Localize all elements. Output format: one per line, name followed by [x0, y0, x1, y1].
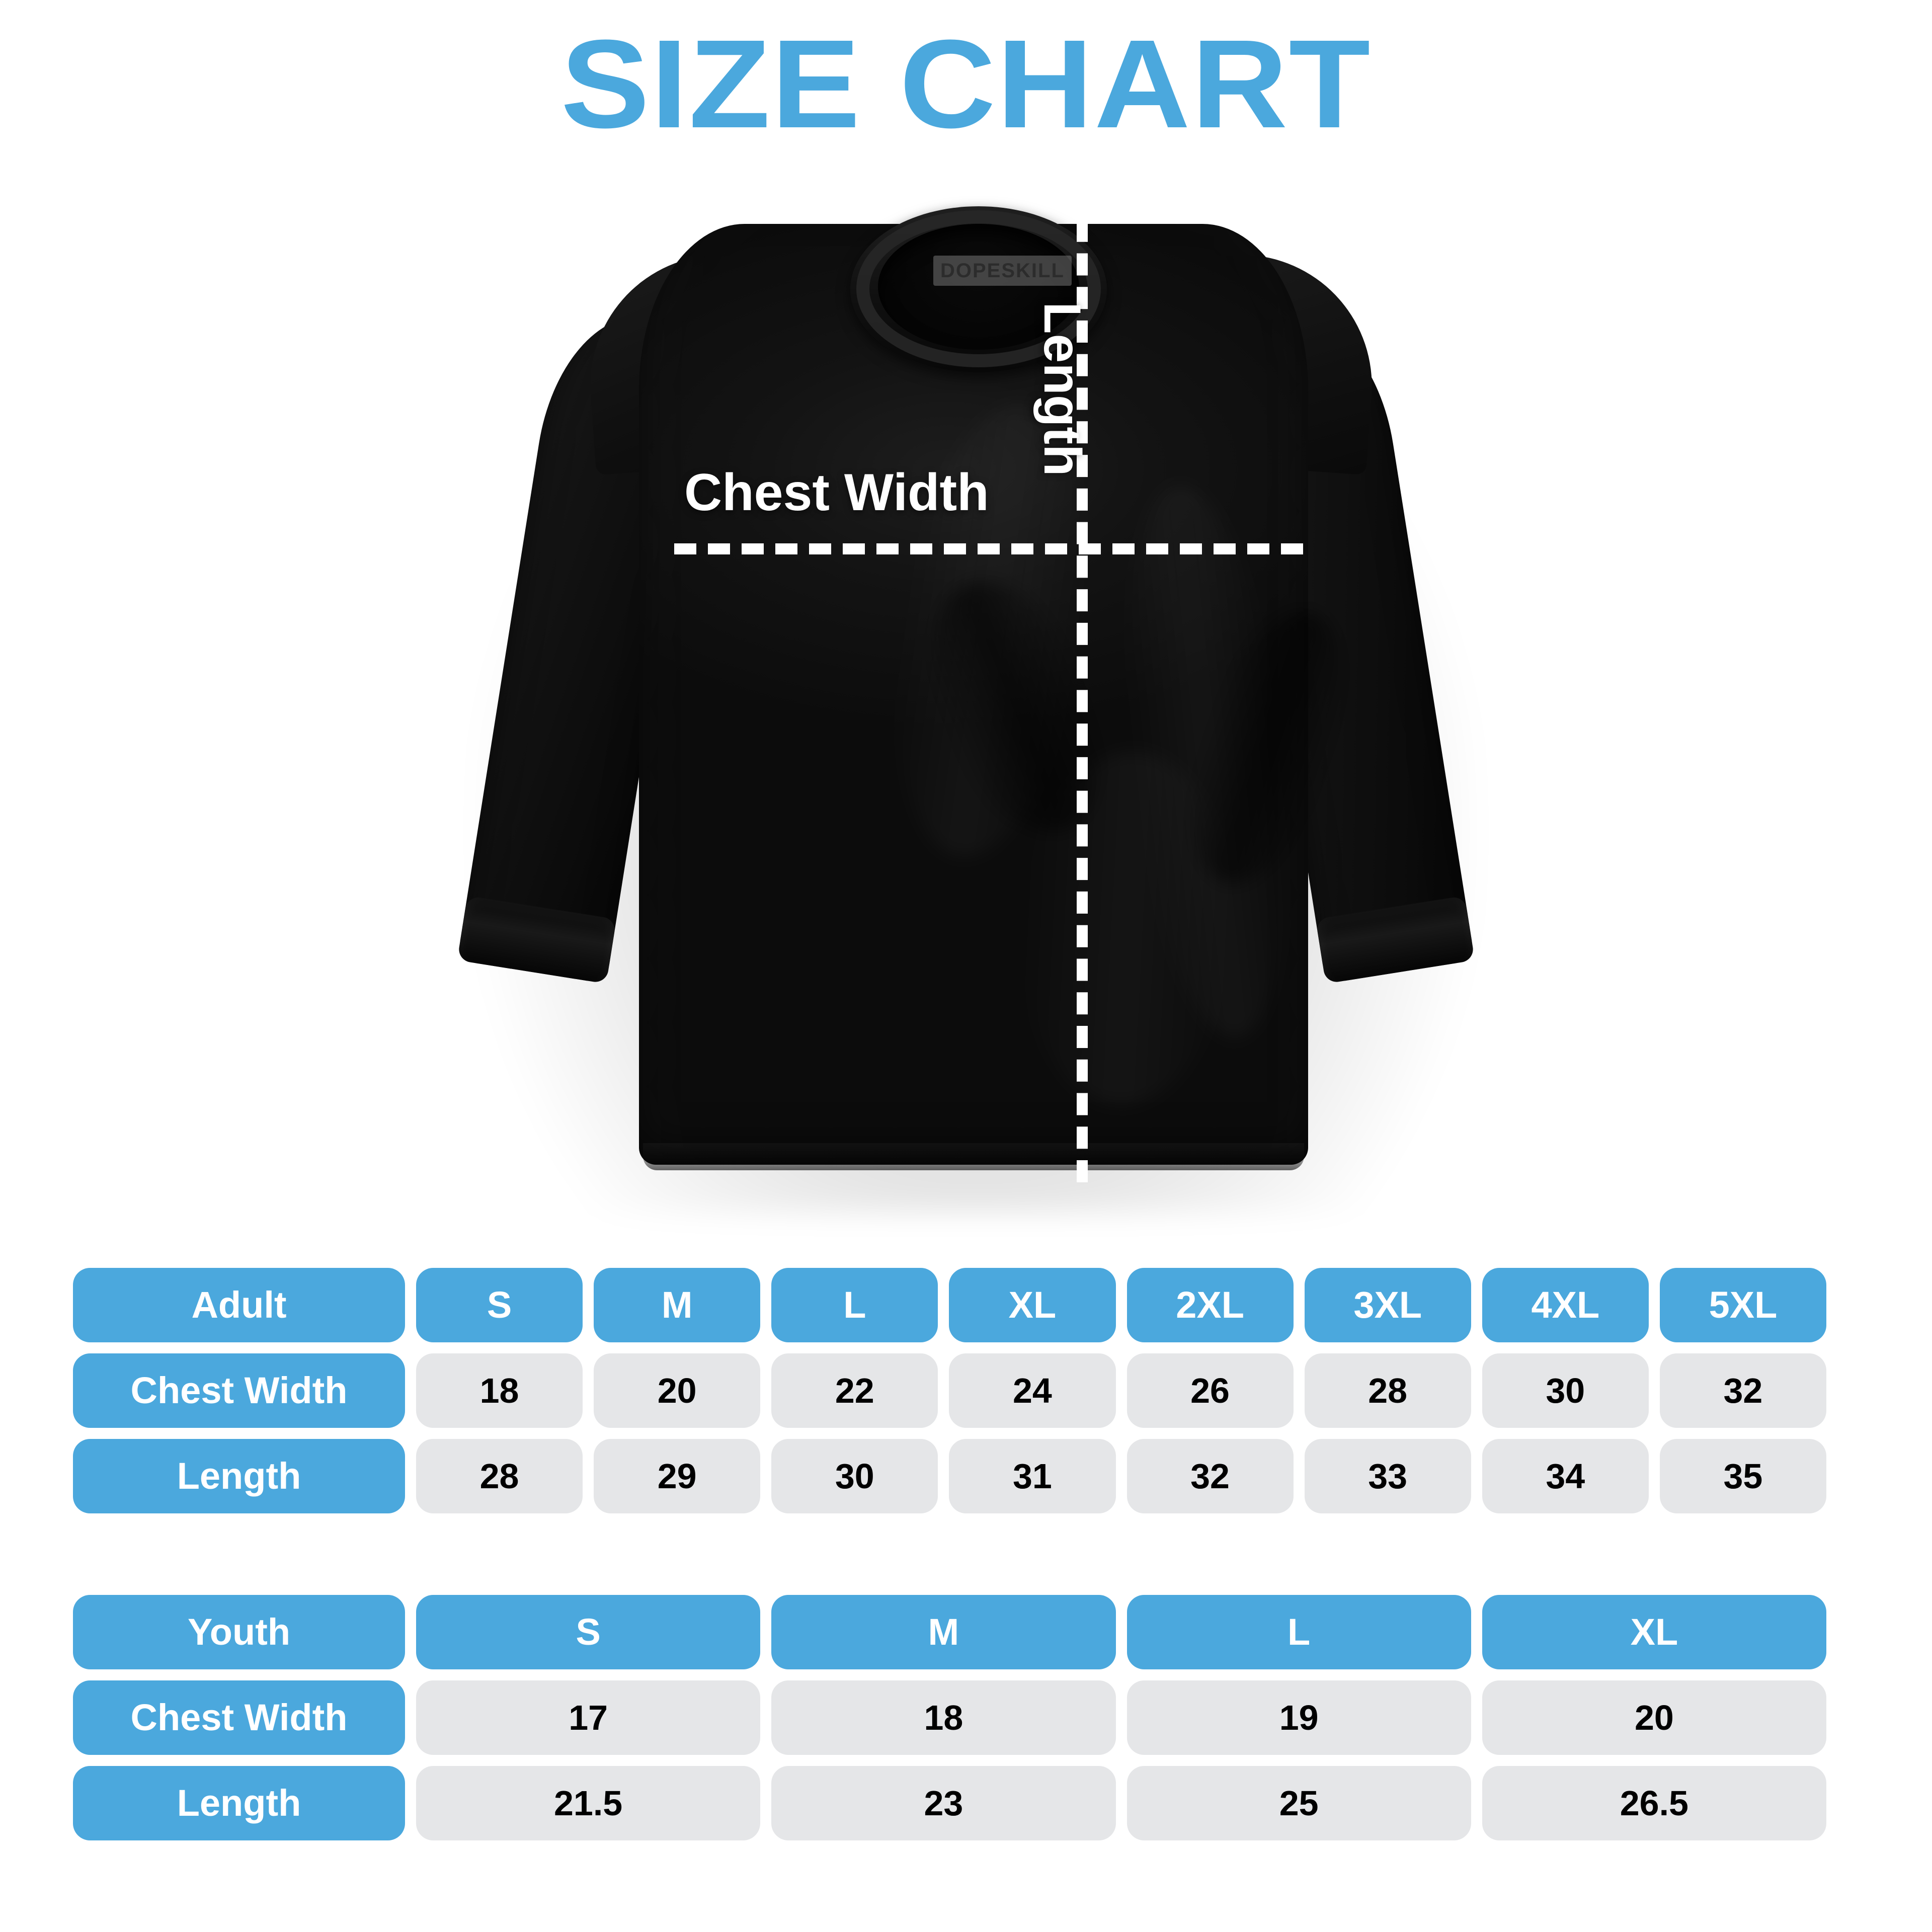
- youth-size-l: L: [1126, 1595, 1471, 1669]
- adult-length-5xl: 35: [1659, 1439, 1826, 1513]
- adult-length-2xl: 32: [1126, 1439, 1294, 1513]
- adult-size-l: L: [771, 1268, 938, 1342]
- youth-size-m: M: [771, 1595, 1116, 1669]
- youth-chest-width-l: 19: [1126, 1680, 1471, 1755]
- adult-chest-width-3xl: 28: [1304, 1353, 1471, 1428]
- length-guide-line: [1077, 186, 1088, 1182]
- youth-chest-width-m: 18: [771, 1680, 1116, 1755]
- adult-size-m: M: [594, 1268, 761, 1342]
- youth-size-table: Youth S M L XL Chest Width 17 18 19 20 L…: [73, 1595, 1826, 1840]
- chest-width-guide-line: [674, 543, 1303, 554]
- neck-tag: DOPESKILL: [933, 256, 1072, 286]
- adult-chest-width-xl: 24: [949, 1353, 1116, 1428]
- youth-chest-width-label: Chest Width: [73, 1680, 405, 1755]
- adult-header-label: Adult: [73, 1268, 405, 1342]
- table-row-header: Adult S M L XL 2XL 3XL 4XL 5XL: [73, 1268, 1826, 1342]
- adult-length-s: 28: [416, 1439, 583, 1513]
- length-label: Length: [1033, 302, 1091, 476]
- adult-chest-width-4xl: 30: [1482, 1353, 1649, 1428]
- youth-length-xl: 26.5: [1482, 1766, 1826, 1840]
- adult-size-2xl: 2XL: [1126, 1268, 1294, 1342]
- adult-length-xl: 31: [949, 1439, 1116, 1513]
- table-row-chest-width: Chest Width 18 20 22 24 26 28 30 32: [73, 1353, 1826, 1428]
- adult-chest-width-s: 18: [416, 1353, 583, 1428]
- shirt-illustration: DOPESKILL Chest Width Length: [423, 186, 1519, 1218]
- youth-chest-width-s: 17: [416, 1680, 761, 1755]
- page-title: SIZE CHART: [560, 14, 1372, 154]
- adult-length-l: 30: [771, 1439, 938, 1513]
- adult-size-xl: XL: [949, 1268, 1116, 1342]
- neck-tag-brand: DOPESKILL: [940, 260, 1065, 282]
- adult-chest-width-label: Chest Width: [73, 1353, 405, 1428]
- table-row-chest-width: Chest Width 17 18 19 20: [73, 1680, 1826, 1755]
- adult-length-3xl: 33: [1304, 1439, 1471, 1513]
- table-row-length: Length 28 29 30 31 32 33 34 35: [73, 1439, 1826, 1513]
- shirt-neck-opening: [878, 224, 1079, 350]
- youth-length-l: 25: [1126, 1766, 1471, 1840]
- adult-chest-width-2xl: 26: [1126, 1353, 1294, 1428]
- shirt-body: [639, 224, 1374, 1165]
- table-row-length: Length 21.5 23 25 26.5: [73, 1766, 1826, 1840]
- adult-chest-width-5xl: 32: [1659, 1353, 1826, 1428]
- adult-length-4xl: 34: [1482, 1439, 1649, 1513]
- adult-size-3xl: 3XL: [1304, 1268, 1471, 1342]
- chest-width-label: Chest Width: [684, 463, 989, 522]
- youth-length-s: 21.5: [416, 1766, 761, 1840]
- adult-length-m: 29: [594, 1439, 761, 1513]
- adult-size-5xl: 5XL: [1659, 1268, 1826, 1342]
- adult-chest-width-l: 22: [771, 1353, 938, 1428]
- youth-size-s: S: [416, 1595, 761, 1669]
- adult-length-label: Length: [73, 1439, 405, 1513]
- adult-size-s: S: [416, 1268, 583, 1342]
- adult-size-4xl: 4XL: [1482, 1268, 1649, 1342]
- youth-size-xl: XL: [1482, 1595, 1826, 1669]
- table-row-header: Youth S M L XL: [73, 1595, 1826, 1669]
- adult-chest-width-m: 20: [594, 1353, 761, 1428]
- youth-length-label: Length: [73, 1766, 405, 1840]
- youth-header-label: Youth: [73, 1595, 405, 1669]
- adult-size-table: Adult S M L XL 2XL 3XL 4XL 5XL Chest Wid…: [73, 1268, 1826, 1513]
- youth-length-m: 23: [771, 1766, 1116, 1840]
- shirt-hem: [643, 1143, 1304, 1170]
- youth-chest-width-xl: 20: [1482, 1680, 1826, 1755]
